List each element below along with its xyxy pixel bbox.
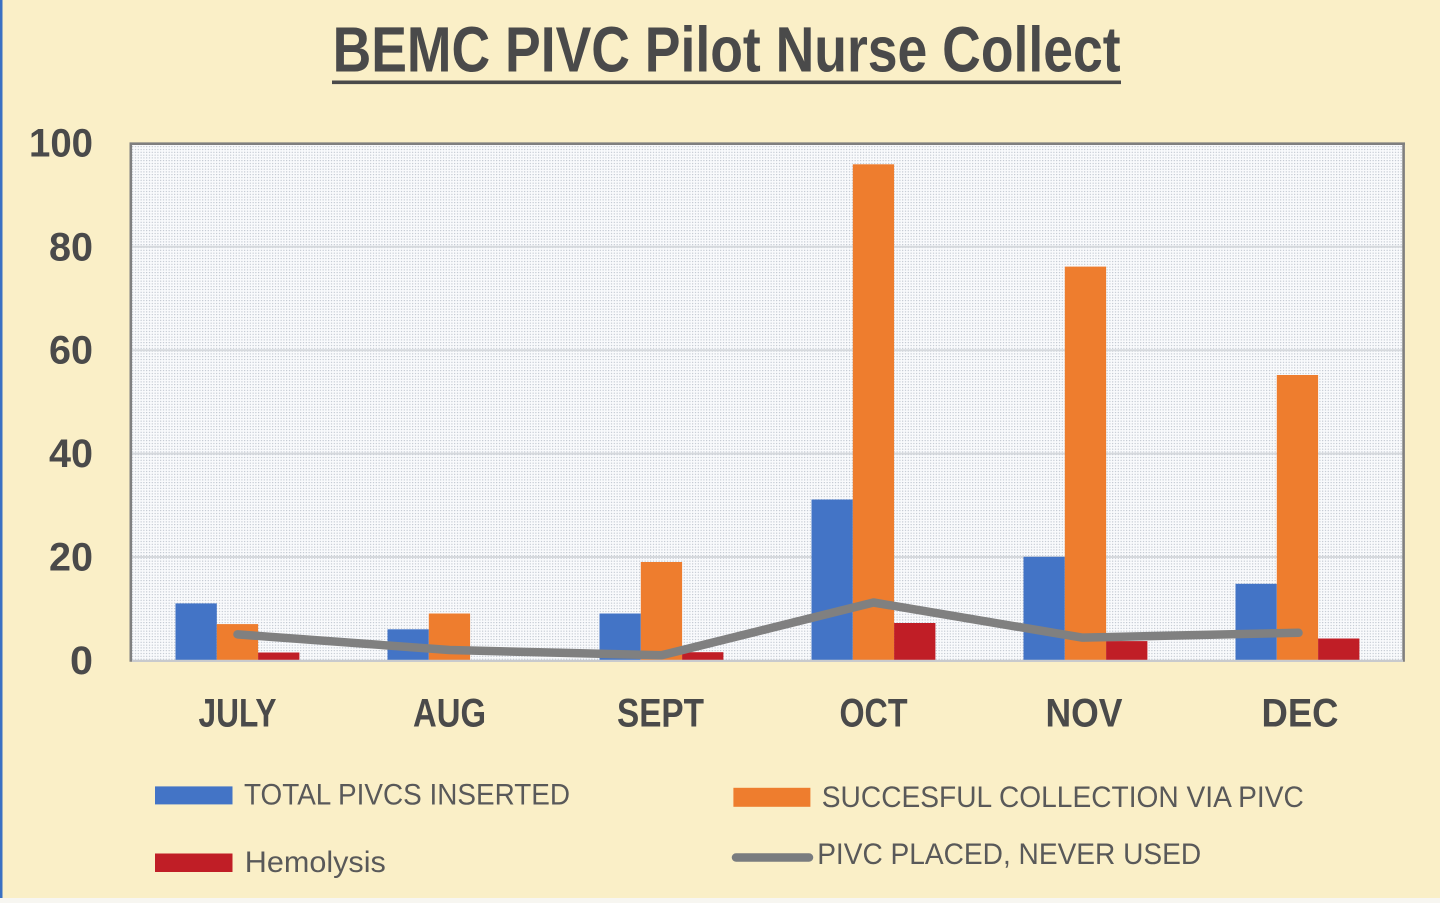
svg-text:20: 20 [49,536,93,580]
svg-text:NOV: NOV [1046,692,1123,736]
svg-text:40: 40 [49,432,93,476]
svg-text:JULY: JULY [199,692,277,736]
svg-text:DEC: DEC [1262,692,1339,736]
svg-text:AUG: AUG [413,692,486,736]
svg-text:0: 0 [70,639,93,683]
svg-text:PIVC PLACED, NEVER USED: PIVC PLACED, NEVER USED [817,838,1201,871]
svg-text:TOTAL PIVCS INSERTED: TOTAL PIVCS INSERTED [244,779,570,812]
svg-text:OCT: OCT [840,692,908,736]
svg-text:SUCCESFUL COLLECTION VIA PIVC: SUCCESFUL COLLECTION VIA PIVC [822,781,1304,814]
svg-text:80: 80 [49,225,93,269]
svg-text:BEMC PIVC Pilot Nurse Collect: BEMC PIVC Pilot Nurse Collect [333,14,1121,86]
svg-text:100: 100 [29,122,93,166]
svg-text:Hemolysis: Hemolysis [245,846,386,879]
svg-text:60: 60 [49,329,93,373]
svg-text:SEPT: SEPT [617,692,704,736]
